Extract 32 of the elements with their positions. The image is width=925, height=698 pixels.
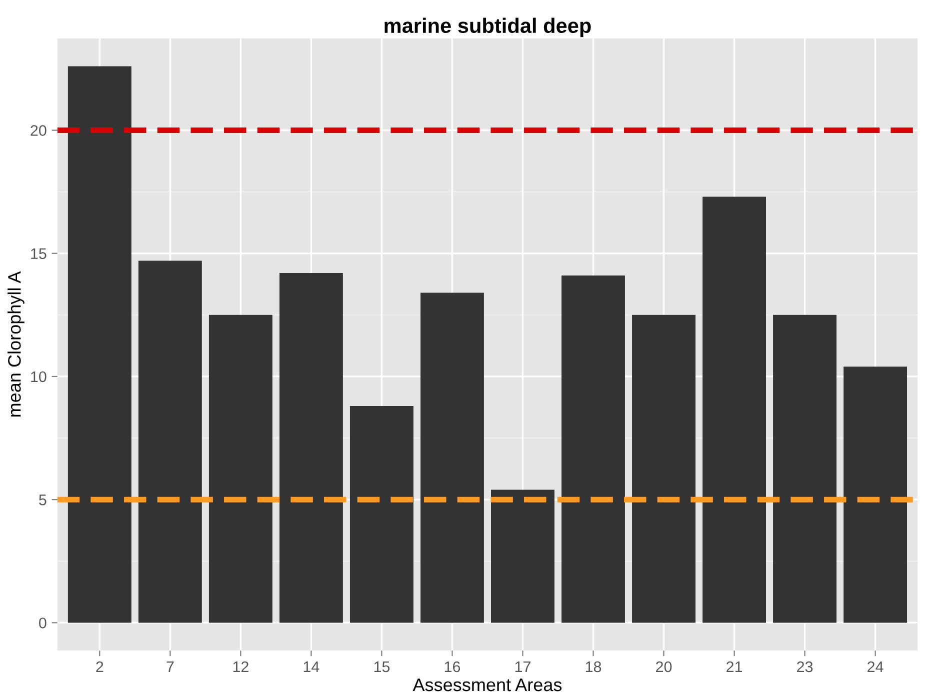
y-axis-title: mean Clorophyll A [8,271,24,417]
bar [420,292,484,623]
bar [208,314,272,623]
bar [279,273,343,623]
x-tick-label: 12 [233,661,248,672]
x-axis-title: Assessment Areas [412,678,562,692]
bar [844,366,908,623]
y-tick-label: 15 [31,248,46,260]
bar [350,406,414,623]
x-tick-label: 23 [797,661,813,672]
y-tick-label: 20 [30,125,46,136]
bar [68,66,132,623]
bar [773,314,837,623]
x-tick-label: 16 [444,661,460,672]
y-tick-label: 5 [39,494,46,506]
y-tick-label: 0 [39,618,46,628]
x-tick-label: 18 [586,661,602,672]
x-tick-label: 2 [96,661,104,672]
y-tick-label: 10 [31,371,46,382]
bar [138,260,202,623]
x-tick-label: 21 [726,661,742,672]
x-tick-label: 24 [868,661,884,672]
x-tick-label: 14 [304,662,320,672]
bar [632,314,696,623]
bar [562,276,625,623]
x-tick-label: 20 [656,661,672,672]
bar [702,196,766,623]
bar [491,490,554,623]
chart-title: marine subtidal deep [384,18,591,38]
x-tick-label: 15 [374,662,390,672]
x-tick-label: 7 [166,662,174,672]
x-tick-label: 17 [515,662,530,672]
